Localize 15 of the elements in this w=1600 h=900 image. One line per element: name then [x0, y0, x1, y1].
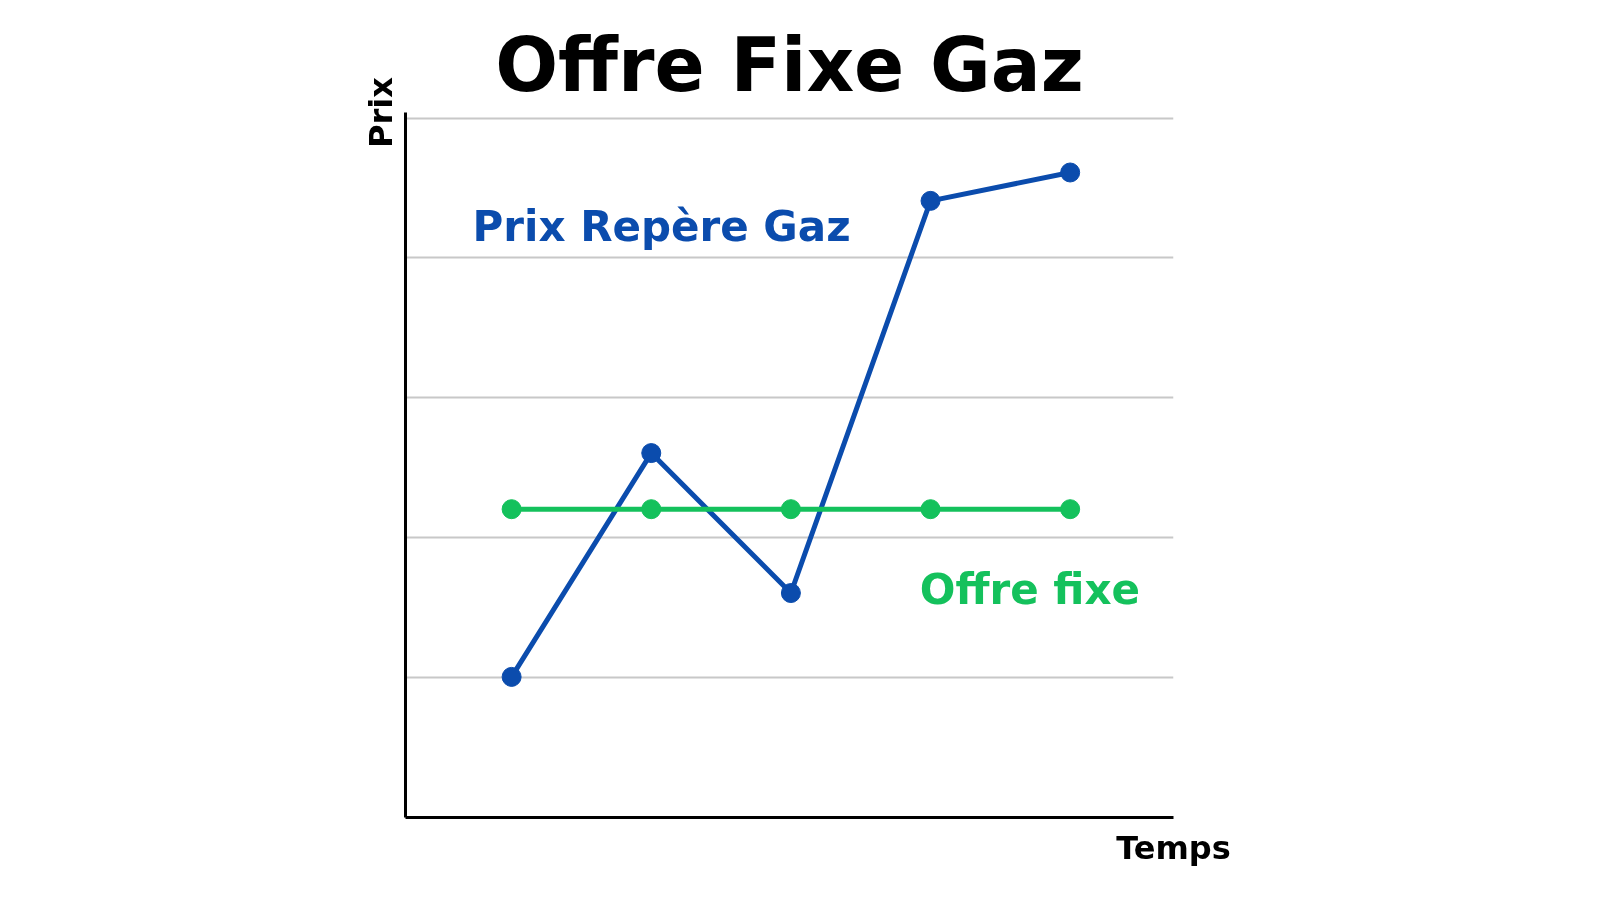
- point: [780, 499, 801, 520]
- series-label: Offre fixe: [919, 565, 1140, 615]
- point: [920, 499, 941, 520]
- point: [501, 499, 522, 520]
- chart-title: Offre Fixe Gaz: [495, 21, 1084, 108]
- point: [780, 583, 801, 604]
- y-axis-title: Prix: [361, 76, 400, 148]
- point: [641, 499, 662, 520]
- point: [920, 190, 941, 211]
- x-axis-title: Temps: [1116, 828, 1231, 867]
- point: [641, 443, 662, 464]
- series-label: Prix Repère Gaz: [472, 202, 851, 252]
- point: [501, 666, 522, 687]
- point: [1060, 162, 1081, 183]
- point: [1060, 499, 1081, 520]
